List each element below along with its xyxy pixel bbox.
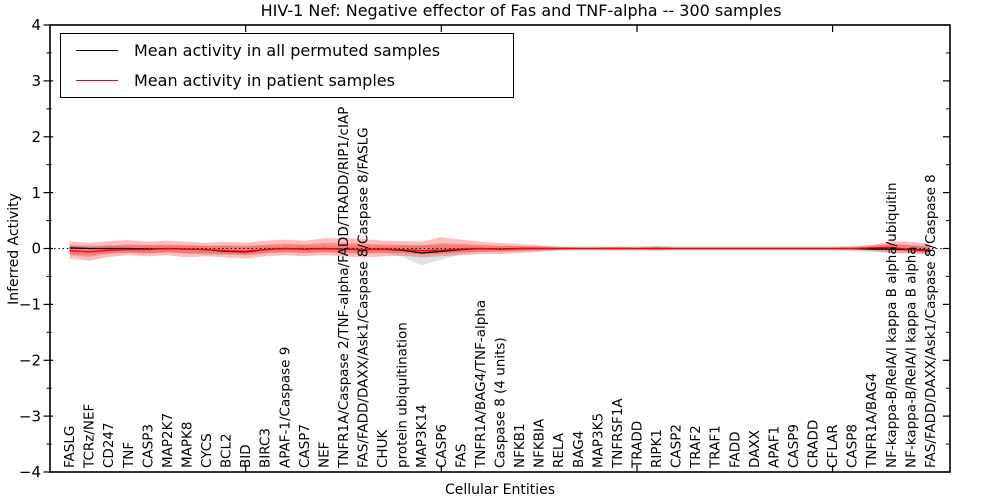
x-tick-label: CASP6 [434, 424, 450, 468]
chart-title: HIV-1 Nef: Negative effector of Fas and … [260, 1, 782, 20]
x-tick-label: MAP2K7 [160, 413, 176, 468]
y-tick-label: 3 [31, 72, 41, 90]
series-line-patient [69, 246, 931, 253]
y-tick-label: −2 [19, 351, 41, 369]
x-tick-label: BID [238, 444, 254, 468]
x-tick-label: TRAF2 [688, 425, 704, 469]
x-tick-label: FADD [727, 431, 743, 468]
x-tick-label: TNF [121, 442, 137, 469]
patient-line-swatch [76, 80, 118, 82]
x-tick-label: FAS [453, 444, 469, 468]
x-tick-label: CFLAR [825, 424, 841, 468]
x-tick-label: MAPK8 [180, 422, 196, 468]
y-tick-label: 0 [31, 240, 41, 258]
band-permuted-samples-spread [69, 244, 931, 266]
x-tick-label: APAF-1/Caspase 9 [277, 347, 293, 468]
x-tick-label: TNFR1A/BAG4/TNF-alpha [473, 300, 489, 469]
x-tick-label: CASP7 [297, 424, 313, 468]
y-tick-label: −4 [19, 463, 41, 481]
x-tick-label: APAF1 [766, 426, 782, 468]
y-axis-label: Inferred Activity [6, 193, 22, 305]
x-tick-label: CRADD [806, 420, 822, 468]
plot-frame [49, 24, 951, 473]
x-tick-label: CASP3 [140, 424, 156, 468]
x-tick-label: CASP9 [786, 424, 802, 468]
legend-label-permuted: Mean activity in all permuted samples [134, 40, 441, 60]
x-tick-label: TNFR1A/Caspase 2/TNF-alpha/FADD/TRADD/RI… [336, 107, 352, 469]
x-tick-label: MAP3K5 [590, 413, 606, 468]
legend-label-patient: Mean activity in patient samples [134, 71, 395, 91]
x-tick-label: DAXX [747, 430, 763, 468]
x-tick-label: protein ubiquitination [395, 322, 411, 468]
legend: Mean activity in all permuted samples Me… [60, 33, 514, 98]
x-tick-label: FAS/FADD/DAXX/Ask1/Caspase 8/Caspase 8 [923, 174, 939, 468]
x-tick-label: NFKBIA [532, 418, 548, 468]
x-tick-label: BAG4 [571, 431, 587, 468]
x-tick-label: NEF [316, 442, 332, 468]
y-tick-label: −3 [19, 407, 41, 425]
x-tick-label: FASLG [62, 426, 78, 468]
x-tick-label: BIRC3 [258, 428, 274, 468]
x-tick-label: NF-kappa-B/RelA/I kappa B alpha [903, 246, 919, 468]
x-tick-label: TRAF1 [708, 425, 724, 469]
x-tick-label: CYCS [199, 433, 215, 468]
x-tick-label: RELA [551, 432, 567, 468]
x-tick-label: CD247 [101, 422, 117, 468]
x-tick-label: FAS/FADD/DAXX/Ask1/Caspase 8/Caspase 8/F… [356, 127, 372, 468]
x-tick-label: TRADD [630, 421, 646, 469]
x-tick-label: CASP8 [845, 424, 861, 468]
x-tick-label: TNFR1A/BAG4 [864, 373, 880, 469]
x-tick-label: TNFRSF1A [610, 398, 626, 469]
x-tick-label: MAP3K14 [414, 404, 430, 468]
legend-item-permuted: Mean activity in all permuted samples [61, 36, 513, 64]
band-patient-inner [69, 242, 931, 257]
x-tick-label: TCRz/NEF [82, 404, 98, 469]
permuted-line-swatch [76, 49, 118, 51]
x-tick-label: CASP2 [669, 424, 685, 468]
x-tick-label: BCL2 [219, 433, 235, 468]
x-axis-label: Cellular Entities [444, 482, 556, 498]
x-tick-label: NF-kappa-B/RelA/I kappa B alpha/ubiquiti… [884, 182, 900, 468]
y-tick-label: −1 [19, 296, 41, 314]
x-tick-label: NFKB1 [512, 423, 528, 468]
y-tick-label: 2 [31, 128, 41, 146]
x-tick-label: Caspase 8 (4 units) [493, 337, 509, 468]
y-tick-label: 1 [31, 184, 41, 202]
x-tick-label: CHUK [375, 429, 391, 468]
y-tick-label: 4 [31, 16, 41, 34]
x-tick-label: RIPK1 [649, 429, 665, 468]
legend-item-patient: Mean activity in patient samples [61, 67, 513, 95]
